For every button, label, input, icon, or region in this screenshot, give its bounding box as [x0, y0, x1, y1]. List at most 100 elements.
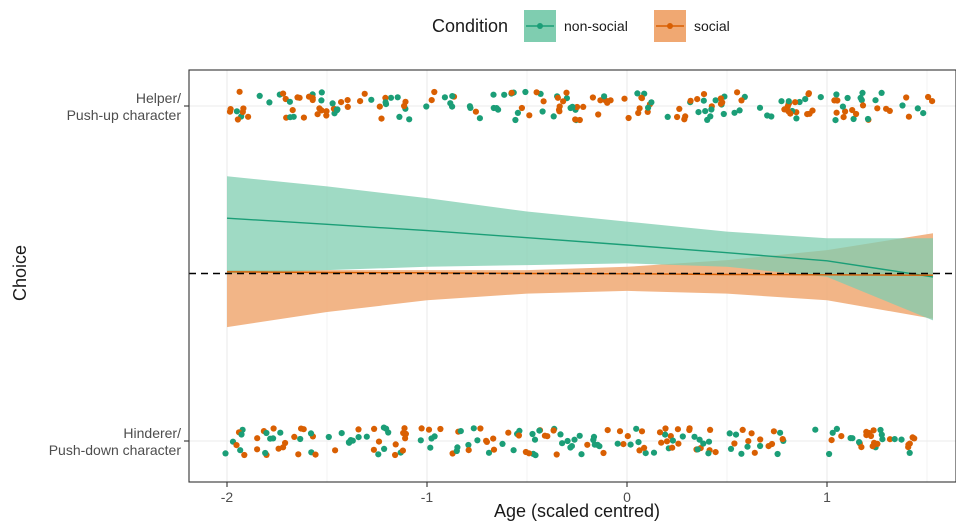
legend-label: social — [694, 18, 730, 34]
data-point — [539, 108, 546, 115]
data-point — [437, 425, 444, 433]
data-point — [254, 446, 261, 453]
data-point — [712, 97, 719, 104]
data-point — [616, 428, 624, 435]
data-point — [382, 99, 389, 106]
data-point — [355, 434, 362, 441]
data-point — [536, 427, 543, 434]
data-point — [793, 115, 800, 122]
legend: Condition non-social social — [432, 10, 730, 42]
data-point — [705, 438, 713, 445]
data-point — [669, 437, 677, 444]
data-point — [676, 105, 683, 112]
data-point — [663, 438, 671, 445]
data-point — [777, 429, 784, 436]
data-point — [490, 446, 498, 453]
data-point — [625, 114, 632, 122]
data-point — [508, 89, 515, 96]
data-point — [417, 437, 424, 444]
data-point — [490, 435, 497, 442]
data-point — [238, 431, 245, 438]
data-point — [708, 106, 715, 113]
data-point — [518, 104, 526, 112]
data-point — [529, 430, 536, 438]
data-point — [338, 430, 345, 437]
data-point — [401, 425, 408, 432]
data-point — [431, 88, 438, 96]
legend-key-point — [537, 23, 543, 29]
data-point — [394, 94, 401, 101]
data-point — [627, 441, 634, 448]
data-point — [726, 430, 733, 437]
data-point — [375, 438, 383, 445]
data-point — [719, 99, 726, 106]
data-point — [731, 109, 738, 116]
data-point — [636, 105, 643, 112]
data-point — [505, 429, 512, 436]
data-point — [700, 440, 707, 447]
data-point — [325, 433, 332, 441]
data-point — [870, 427, 877, 434]
data-point — [378, 115, 385, 122]
data-point — [674, 426, 682, 433]
data-point — [621, 95, 628, 102]
data-point — [748, 430, 755, 437]
data-point — [596, 443, 603, 450]
data-point — [368, 96, 375, 103]
data-point — [903, 94, 910, 101]
x-tick-label: -1 — [421, 489, 434, 505]
data-point — [891, 436, 898, 443]
data-point — [601, 93, 608, 100]
data-point — [295, 451, 302, 458]
data-point — [905, 441, 912, 448]
data-point — [662, 425, 669, 432]
data-point — [572, 116, 579, 123]
data-point — [544, 433, 551, 440]
data-point — [309, 94, 316, 101]
legend-label: non-social — [564, 18, 628, 34]
data-point — [556, 103, 563, 110]
data-point — [751, 449, 758, 456]
data-point — [254, 435, 261, 442]
data-point — [522, 88, 529, 96]
data-point — [401, 102, 408, 110]
data-point — [828, 437, 835, 444]
data-point — [392, 441, 399, 448]
data-point — [307, 430, 315, 437]
x-tick-label: 0 — [623, 489, 631, 505]
data-point — [779, 436, 786, 443]
data-point — [694, 96, 701, 103]
data-point — [236, 88, 243, 95]
data-point — [736, 107, 743, 114]
data-point — [614, 440, 621, 447]
data-point — [499, 440, 506, 447]
data-point — [734, 89, 741, 96]
data-point — [526, 112, 533, 119]
data-point — [370, 446, 377, 453]
data-point — [696, 436, 703, 443]
data-point — [595, 111, 602, 118]
data-point — [859, 89, 866, 96]
data-point — [490, 91, 497, 98]
data-point — [357, 98, 364, 105]
data-point — [785, 108, 792, 115]
data-point — [425, 426, 433, 433]
data-point — [878, 431, 885, 438]
data-point — [909, 434, 916, 441]
data-point — [727, 445, 735, 452]
legend-item-social: social — [654, 10, 730, 42]
data-point — [323, 112, 330, 119]
data-point — [675, 440, 682, 447]
data-point — [447, 100, 454, 107]
data-point — [707, 426, 714, 433]
data-point — [280, 444, 287, 451]
y-axis-title: Choice — [10, 245, 30, 301]
data-point — [694, 446, 701, 453]
data-point — [863, 428, 870, 435]
data-point — [396, 113, 403, 120]
data-point — [634, 90, 641, 97]
data-point — [237, 447, 244, 454]
data-point — [906, 449, 913, 456]
data-point — [712, 449, 719, 456]
data-point — [867, 432, 875, 440]
